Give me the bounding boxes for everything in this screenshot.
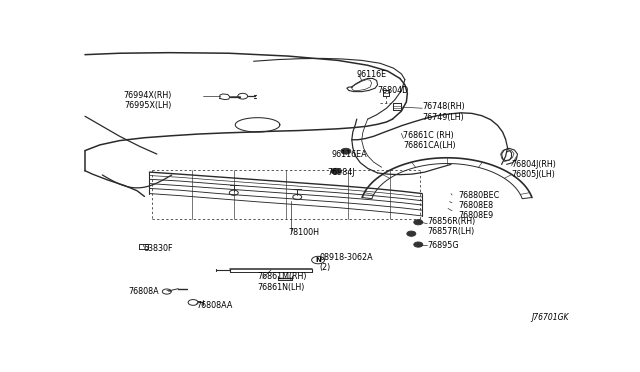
Circle shape — [341, 148, 351, 154]
Text: 76808E9: 76808E9 — [458, 211, 493, 219]
Text: 76808E8: 76808E8 — [458, 201, 493, 209]
Text: N: N — [315, 257, 321, 263]
Text: 76856R(RH)
76857R(LH): 76856R(RH) 76857R(LH) — [428, 217, 476, 236]
Circle shape — [414, 219, 423, 225]
Text: 76808AA: 76808AA — [196, 301, 233, 310]
Text: 76984J: 76984J — [327, 169, 355, 177]
Circle shape — [414, 242, 423, 247]
Text: 76895G: 76895G — [428, 241, 459, 250]
Text: 63830F: 63830F — [143, 244, 173, 253]
Circle shape — [229, 190, 238, 195]
Circle shape — [188, 299, 198, 305]
Circle shape — [331, 169, 341, 174]
Text: 76861M(RH)
76861N(LH): 76861M(RH) 76861N(LH) — [257, 272, 307, 292]
Text: 76804D: 76804D — [378, 86, 409, 95]
Text: 96116E: 96116E — [356, 70, 387, 79]
Text: 78100H: 78100H — [288, 228, 319, 237]
Circle shape — [312, 256, 324, 264]
Text: 76861C (RH)
76861CA(LH): 76861C (RH) 76861CA(LH) — [403, 131, 456, 150]
Circle shape — [163, 289, 172, 294]
Circle shape — [292, 195, 301, 200]
Circle shape — [237, 93, 248, 99]
Text: 08918-3062A
(2): 08918-3062A (2) — [319, 253, 372, 272]
Text: 76808A: 76808A — [129, 287, 159, 296]
Circle shape — [407, 231, 416, 236]
Text: 76804J(RH)
76805J(LH): 76804J(RH) 76805J(LH) — [511, 160, 556, 179]
Text: 76880BEC: 76880BEC — [458, 190, 499, 199]
Text: J76701GK: J76701GK — [531, 313, 568, 322]
Text: 76994X(RH)
76995X(LH): 76994X(RH) 76995X(LH) — [124, 91, 172, 110]
Text: 96116EA: 96116EA — [332, 150, 367, 160]
Text: 76748(RH)
76749(LH): 76748(RH) 76749(LH) — [422, 102, 465, 122]
